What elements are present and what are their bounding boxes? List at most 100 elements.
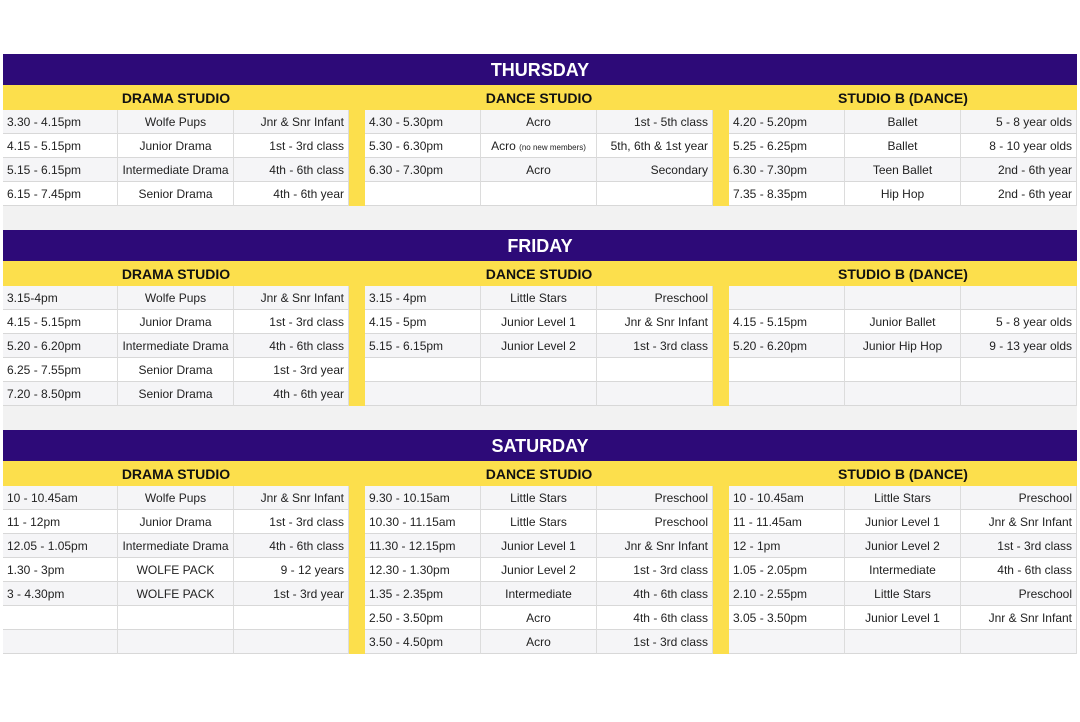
separator xyxy=(713,606,729,630)
day-grid-thursday: DRAMA STUDIO DANCE STUDIO STUDIO B (DANCE)… xyxy=(3,85,1077,206)
cell-time: 3 - 4.30pm xyxy=(3,582,118,606)
cell-class-name: Acro xyxy=(481,606,597,630)
cell-age-group: 1st - 3rd year xyxy=(234,358,349,382)
cell-class-name: Junior Ballet xyxy=(845,310,961,334)
day-spacer xyxy=(3,406,1077,430)
cell-class-name xyxy=(118,606,234,630)
cell-time: 4.15 - 5pm xyxy=(365,310,481,334)
cell-time: 5.20 - 6.20pm xyxy=(3,334,118,358)
cell-time: 6.30 - 7.30pm xyxy=(729,158,845,182)
separator xyxy=(713,358,729,382)
cell-class-name: Ballet xyxy=(845,110,961,134)
cell-age-group xyxy=(597,382,713,406)
cell-age-group: 1st - 3rd class xyxy=(961,534,1077,558)
cell-age-group xyxy=(234,630,349,654)
cell-age-group: Jnr & Snr Infant xyxy=(597,534,713,558)
day-spacer xyxy=(3,206,1077,230)
cell-class-name xyxy=(845,286,961,310)
cell-class-name: Little Stars xyxy=(481,486,597,510)
cell-age-group: Preschool xyxy=(597,486,713,510)
cell-age-group: 4th - 6th year xyxy=(234,182,349,206)
separator xyxy=(713,134,729,158)
cell-age-group: 4th - 6th class xyxy=(234,334,349,358)
cell-class-name: Intermediate xyxy=(481,582,597,606)
separator xyxy=(713,534,729,558)
cell-age-group: 5 - 8 year olds xyxy=(961,110,1077,134)
cell-class-name: Junior Level 2 xyxy=(481,334,597,358)
separator xyxy=(349,110,365,134)
day-header-thursday: THURSDAY xyxy=(3,54,1077,85)
separator xyxy=(349,286,365,310)
cell-age-group: Preschool xyxy=(961,486,1077,510)
cell-time: 2.50 - 3.50pm xyxy=(365,606,481,630)
cell-age-group: 9 - 13 year olds xyxy=(961,334,1077,358)
cell-age-group: 2nd - 6th year xyxy=(961,182,1077,206)
cell-age-group xyxy=(597,182,713,206)
separator xyxy=(713,110,729,134)
day-grid-saturday: DRAMA STUDIO DANCE STUDIO STUDIO B (DANCE)… xyxy=(3,461,1077,654)
cell-time: 3.30 - 4.15pm xyxy=(3,110,118,134)
cell-time xyxy=(3,630,118,654)
cell-age-group: Jnr & Snr Infant xyxy=(597,310,713,334)
cell-age-group: Preschool xyxy=(961,582,1077,606)
cell-class-name xyxy=(845,630,961,654)
separator xyxy=(349,606,365,630)
cell-class-name xyxy=(845,358,961,382)
separator xyxy=(713,334,729,358)
separator xyxy=(349,85,365,110)
cell-age-group: Secondary xyxy=(597,158,713,182)
day-grid-friday: DRAMA STUDIO DANCE STUDIO STUDIO B (DANCE)… xyxy=(3,261,1077,406)
cell-class-name: Junior Level 2 xyxy=(845,534,961,558)
separator xyxy=(713,158,729,182)
separator xyxy=(713,486,729,510)
cell-class-name: WOLFE PACK xyxy=(118,582,234,606)
separator xyxy=(713,310,729,334)
cell-class-name: Intermediate Drama xyxy=(118,334,234,358)
cell-class-name: Junior Level 1 xyxy=(845,510,961,534)
cell-age-group: Jnr & Snr Infant xyxy=(234,486,349,510)
cell-age-group: 5th, 6th & 1st year xyxy=(597,134,713,158)
cell-time: 4.30 - 5.30pm xyxy=(365,110,481,134)
separator xyxy=(349,630,365,654)
cell-time: 3.05 - 3.50pm xyxy=(729,606,845,630)
cell-time xyxy=(729,630,845,654)
separator xyxy=(349,382,365,406)
cell-age-group: Jnr & Snr Infant xyxy=(234,286,349,310)
cell-age-group: 5 - 8 year olds xyxy=(961,310,1077,334)
separator xyxy=(349,486,365,510)
timetable: THURSDAY DRAMA STUDIO DANCE STUDIO STUDIO B… xyxy=(3,54,1077,654)
cell-class-name: Teen Ballet xyxy=(845,158,961,182)
cell-age-group: 2nd - 6th year xyxy=(961,158,1077,182)
separator xyxy=(349,334,365,358)
cell-time: 6.25 - 7.55pm xyxy=(3,358,118,382)
cell-class-name: Junior Level 1 xyxy=(845,606,961,630)
separator xyxy=(349,261,365,286)
separator xyxy=(713,582,729,606)
cell-class-name: Senior Drama xyxy=(118,182,234,206)
cell-time: 11 - 12pm xyxy=(3,510,118,534)
cell-time: 11 - 11.45am xyxy=(729,510,845,534)
cell-class-name: Intermediate xyxy=(845,558,961,582)
cell-age-group: 1st - 3rd class xyxy=(597,558,713,582)
cell-time: 4.15 - 5.15pm xyxy=(3,134,118,158)
cell-time: 4.20 - 5.20pm xyxy=(729,110,845,134)
separator xyxy=(349,310,365,334)
cell-time: 1.35 - 2.35pm xyxy=(365,582,481,606)
cell-age-group xyxy=(597,358,713,382)
cell-time xyxy=(729,286,845,310)
cell-age-group: 1st - 3rd class xyxy=(234,510,349,534)
cell-class-name: Junior Level 1 xyxy=(481,534,597,558)
cell-class-name: Intermediate Drama xyxy=(118,534,234,558)
studio-header: STUDIO B (DANCE) xyxy=(729,85,1077,110)
cell-time: 12.30 - 1.30pm xyxy=(365,558,481,582)
cell-age-group: 4th - 6th class xyxy=(234,158,349,182)
cell-time xyxy=(365,182,481,206)
studio-header: DRAMA STUDIO xyxy=(3,461,349,486)
cell-class-name xyxy=(481,182,597,206)
cell-time: 1.30 - 3pm xyxy=(3,558,118,582)
cell-age-group xyxy=(961,630,1077,654)
separator xyxy=(349,510,365,534)
cell-time: 11.30 - 12.15pm xyxy=(365,534,481,558)
cell-class-name: Junior Hip Hop xyxy=(845,334,961,358)
cell-time: 1.05 - 2.05pm xyxy=(729,558,845,582)
